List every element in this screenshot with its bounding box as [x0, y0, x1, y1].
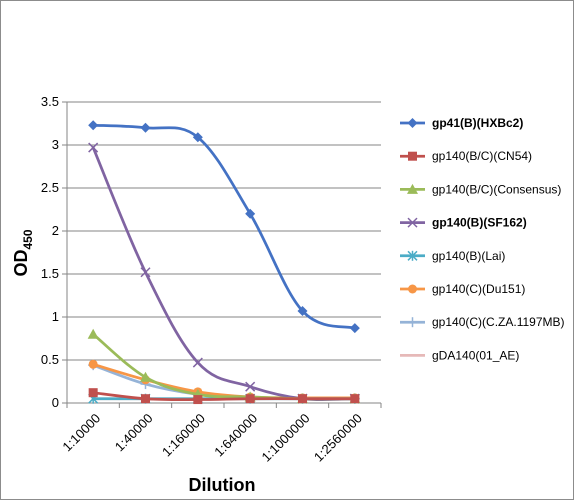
- y-axis-title-main: OD: [11, 250, 31, 277]
- data-point: [140, 122, 151, 133]
- gridlines: [67, 101, 381, 361]
- series-2: [87, 328, 361, 404]
- data-point: [350, 394, 360, 404]
- data-point: [88, 388, 98, 398]
- data-point-stroke: [245, 381, 256, 392]
- legend-item: gp140(B)(SF162): [400, 216, 527, 230]
- data-point: [140, 371, 151, 382]
- legend-item: gp140(C)(Du151): [400, 282, 525, 296]
- x-tick-label: 1:40000: [112, 411, 156, 455]
- legend-item: gp140(C)(C.ZA.1197MB): [400, 315, 565, 329]
- y-tick-label: 2: [52, 223, 59, 238]
- y-tick-label: 3.5: [41, 94, 59, 109]
- legend-label: gp140(C)(Du151): [432, 282, 525, 296]
- x-tick-label: 1:1000000: [259, 411, 313, 465]
- legend-item: gp140(B)(Lai): [400, 249, 505, 263]
- data-point: [245, 381, 256, 392]
- y-tick-label: 2.5: [41, 180, 59, 195]
- series-group: [87, 120, 361, 405]
- series-1: [88, 388, 360, 405]
- y-tick-label: 1.5: [41, 266, 59, 281]
- legend-item: gDA140(01_AE): [400, 348, 519, 362]
- x-tick-label: 1:2560000: [311, 411, 365, 465]
- legend-label: gp41(B)(HXBc2): [432, 116, 523, 130]
- x-axis-title: Dilution: [189, 475, 256, 495]
- legend-item: gp140(B/C)(CN54): [400, 149, 532, 163]
- data-point: [87, 328, 99, 339]
- y-tick-label: 0.5: [41, 352, 59, 367]
- legend-swatch-marker-stroke: [407, 217, 418, 228]
- data-point-stroke: [88, 142, 99, 153]
- legend-swatch-marker: [407, 317, 418, 328]
- data-point-stroke: [140, 267, 151, 278]
- axes: [66, 102, 381, 404]
- data-point: [141, 394, 150, 404]
- y-tick-label: 3: [52, 137, 59, 152]
- data-point: [140, 267, 151, 278]
- y-axis-title-subscript: 450: [21, 229, 35, 249]
- series-line: [91, 391, 357, 401]
- data-point: [192, 357, 203, 368]
- data-point: [349, 323, 360, 334]
- legend-swatch-marker: [408, 284, 417, 294]
- x-tick-label: 1:10000: [59, 411, 103, 455]
- legend-swatch-marker: [407, 250, 418, 261]
- data-point: [88, 120, 99, 131]
- legend-swatch-marker: [408, 151, 417, 161]
- data-point: [297, 305, 308, 316]
- y-tick-label: 0: [52, 395, 59, 410]
- series-line: [91, 332, 357, 401]
- x-tick-label: 1:160000: [159, 411, 208, 460]
- data-point: [192, 132, 203, 143]
- data-point: [245, 394, 255, 404]
- data-point: [245, 208, 256, 219]
- legend-label: gp140(B)(SF162): [432, 216, 527, 230]
- legend-item: gp140(B/C)(Consensus): [400, 182, 561, 196]
- x-tick-label: 1:640000: [211, 411, 260, 460]
- legend-swatch-marker: [407, 183, 418, 194]
- legend-swatch-marker: [407, 217, 418, 228]
- y-axis-ticks: 0 0.5 1 1.5 2 2.5 3 3.5: [41, 94, 67, 410]
- x-axis-ticks: 1:10000 1:40000 1:160000 1:6400001:10000001…: [59, 403, 382, 465]
- data-point: [193, 395, 203, 405]
- legend-label: gp140(B/C)(CN54): [432, 149, 532, 163]
- data-point: [298, 394, 307, 404]
- legend-label: gp140(B/C)(Consensus): [432, 182, 561, 196]
- y-tick-label: 1: [52, 309, 59, 324]
- legend: gp41(B)(HXBc2) gp140(B/C)(CN54) gp140(B/C)…: [400, 116, 565, 362]
- legend-item: gp41(B)(HXBc2): [400, 116, 523, 130]
- legend-swatch-marker: [407, 118, 418, 128]
- series-line: [91, 123, 357, 330]
- data-point-stroke: [192, 357, 203, 368]
- data-point: [88, 142, 99, 153]
- legend-label: gDA140(01_AE): [432, 348, 519, 362]
- data-point: [88, 359, 98, 369]
- legend-label: gp140(C)(C.ZA.1197MB): [432, 315, 565, 329]
- y-axis-title: OD450: [11, 229, 35, 276]
- series-0: [88, 120, 360, 334]
- legend-label: gp140(B)(Lai): [432, 249, 505, 263]
